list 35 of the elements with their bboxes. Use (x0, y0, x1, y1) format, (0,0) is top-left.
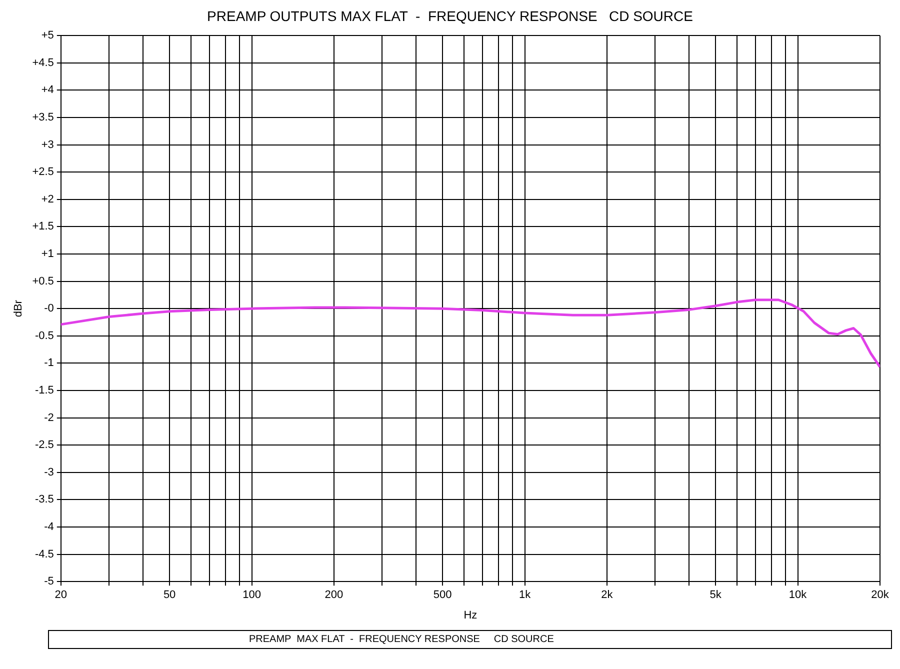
y-tick-label: +2 (41, 193, 54, 206)
y-tick-label: -0.5 (34, 330, 54, 342)
y-tick-label: +0.5 (32, 275, 54, 288)
y-tick-label: -3.5 (34, 494, 54, 506)
y-tick-label: -4.5 (34, 548, 54, 560)
y-tick-label: -5 (44, 576, 54, 588)
x-tick-label: 100 (242, 589, 261, 602)
x-tick-label: 10k (788, 589, 808, 602)
x-axis-title: Hz (464, 609, 478, 622)
x-tick-label: 2k (601, 589, 614, 602)
x-tick-label: 500 (433, 589, 452, 602)
x-tick-label: 50 (163, 589, 176, 602)
y-tick-label: +1.5 (32, 220, 54, 233)
y-axis-title: dBr (12, 300, 25, 318)
y-tick-label: -2 (44, 412, 54, 424)
text: PREAMP MAX FLAT - FREQUENCY RESPONSE CD SOURCE (48, 630, 892, 649)
y-tick-label: +3 (41, 138, 54, 151)
x-tick-label: 5k (710, 589, 722, 602)
y-tick-label: -1.5 (34, 384, 54, 397)
x-tick-label: 20k (871, 589, 890, 602)
chart-title: PREAMP OUTPUTS MAX FLAT - FREQUENCY RESPONSE CD SOURCE (206, 8, 694, 24)
y-tick-label: +1 (41, 248, 54, 260)
x-tick-label: 200 (324, 589, 344, 602)
x-tick-label: 20 (54, 589, 68, 602)
y-tick-label: -1 (44, 357, 54, 370)
x-tick-label: 1k (518, 589, 532, 602)
y-tick-label: +4.5 (32, 56, 54, 69)
y-tick-label: -4 (44, 521, 54, 534)
y-tick-label: -0 (44, 302, 54, 315)
y-tick-label: +4 (41, 84, 54, 96)
y-tick-label: +5 (41, 30, 54, 42)
y-tick-label: +3.5 (32, 112, 54, 124)
y-tick-label: -2.5 (34, 439, 54, 452)
y-tick-label: +2.5 (32, 166, 54, 178)
y-tick-label: -3 (44, 466, 54, 478)
